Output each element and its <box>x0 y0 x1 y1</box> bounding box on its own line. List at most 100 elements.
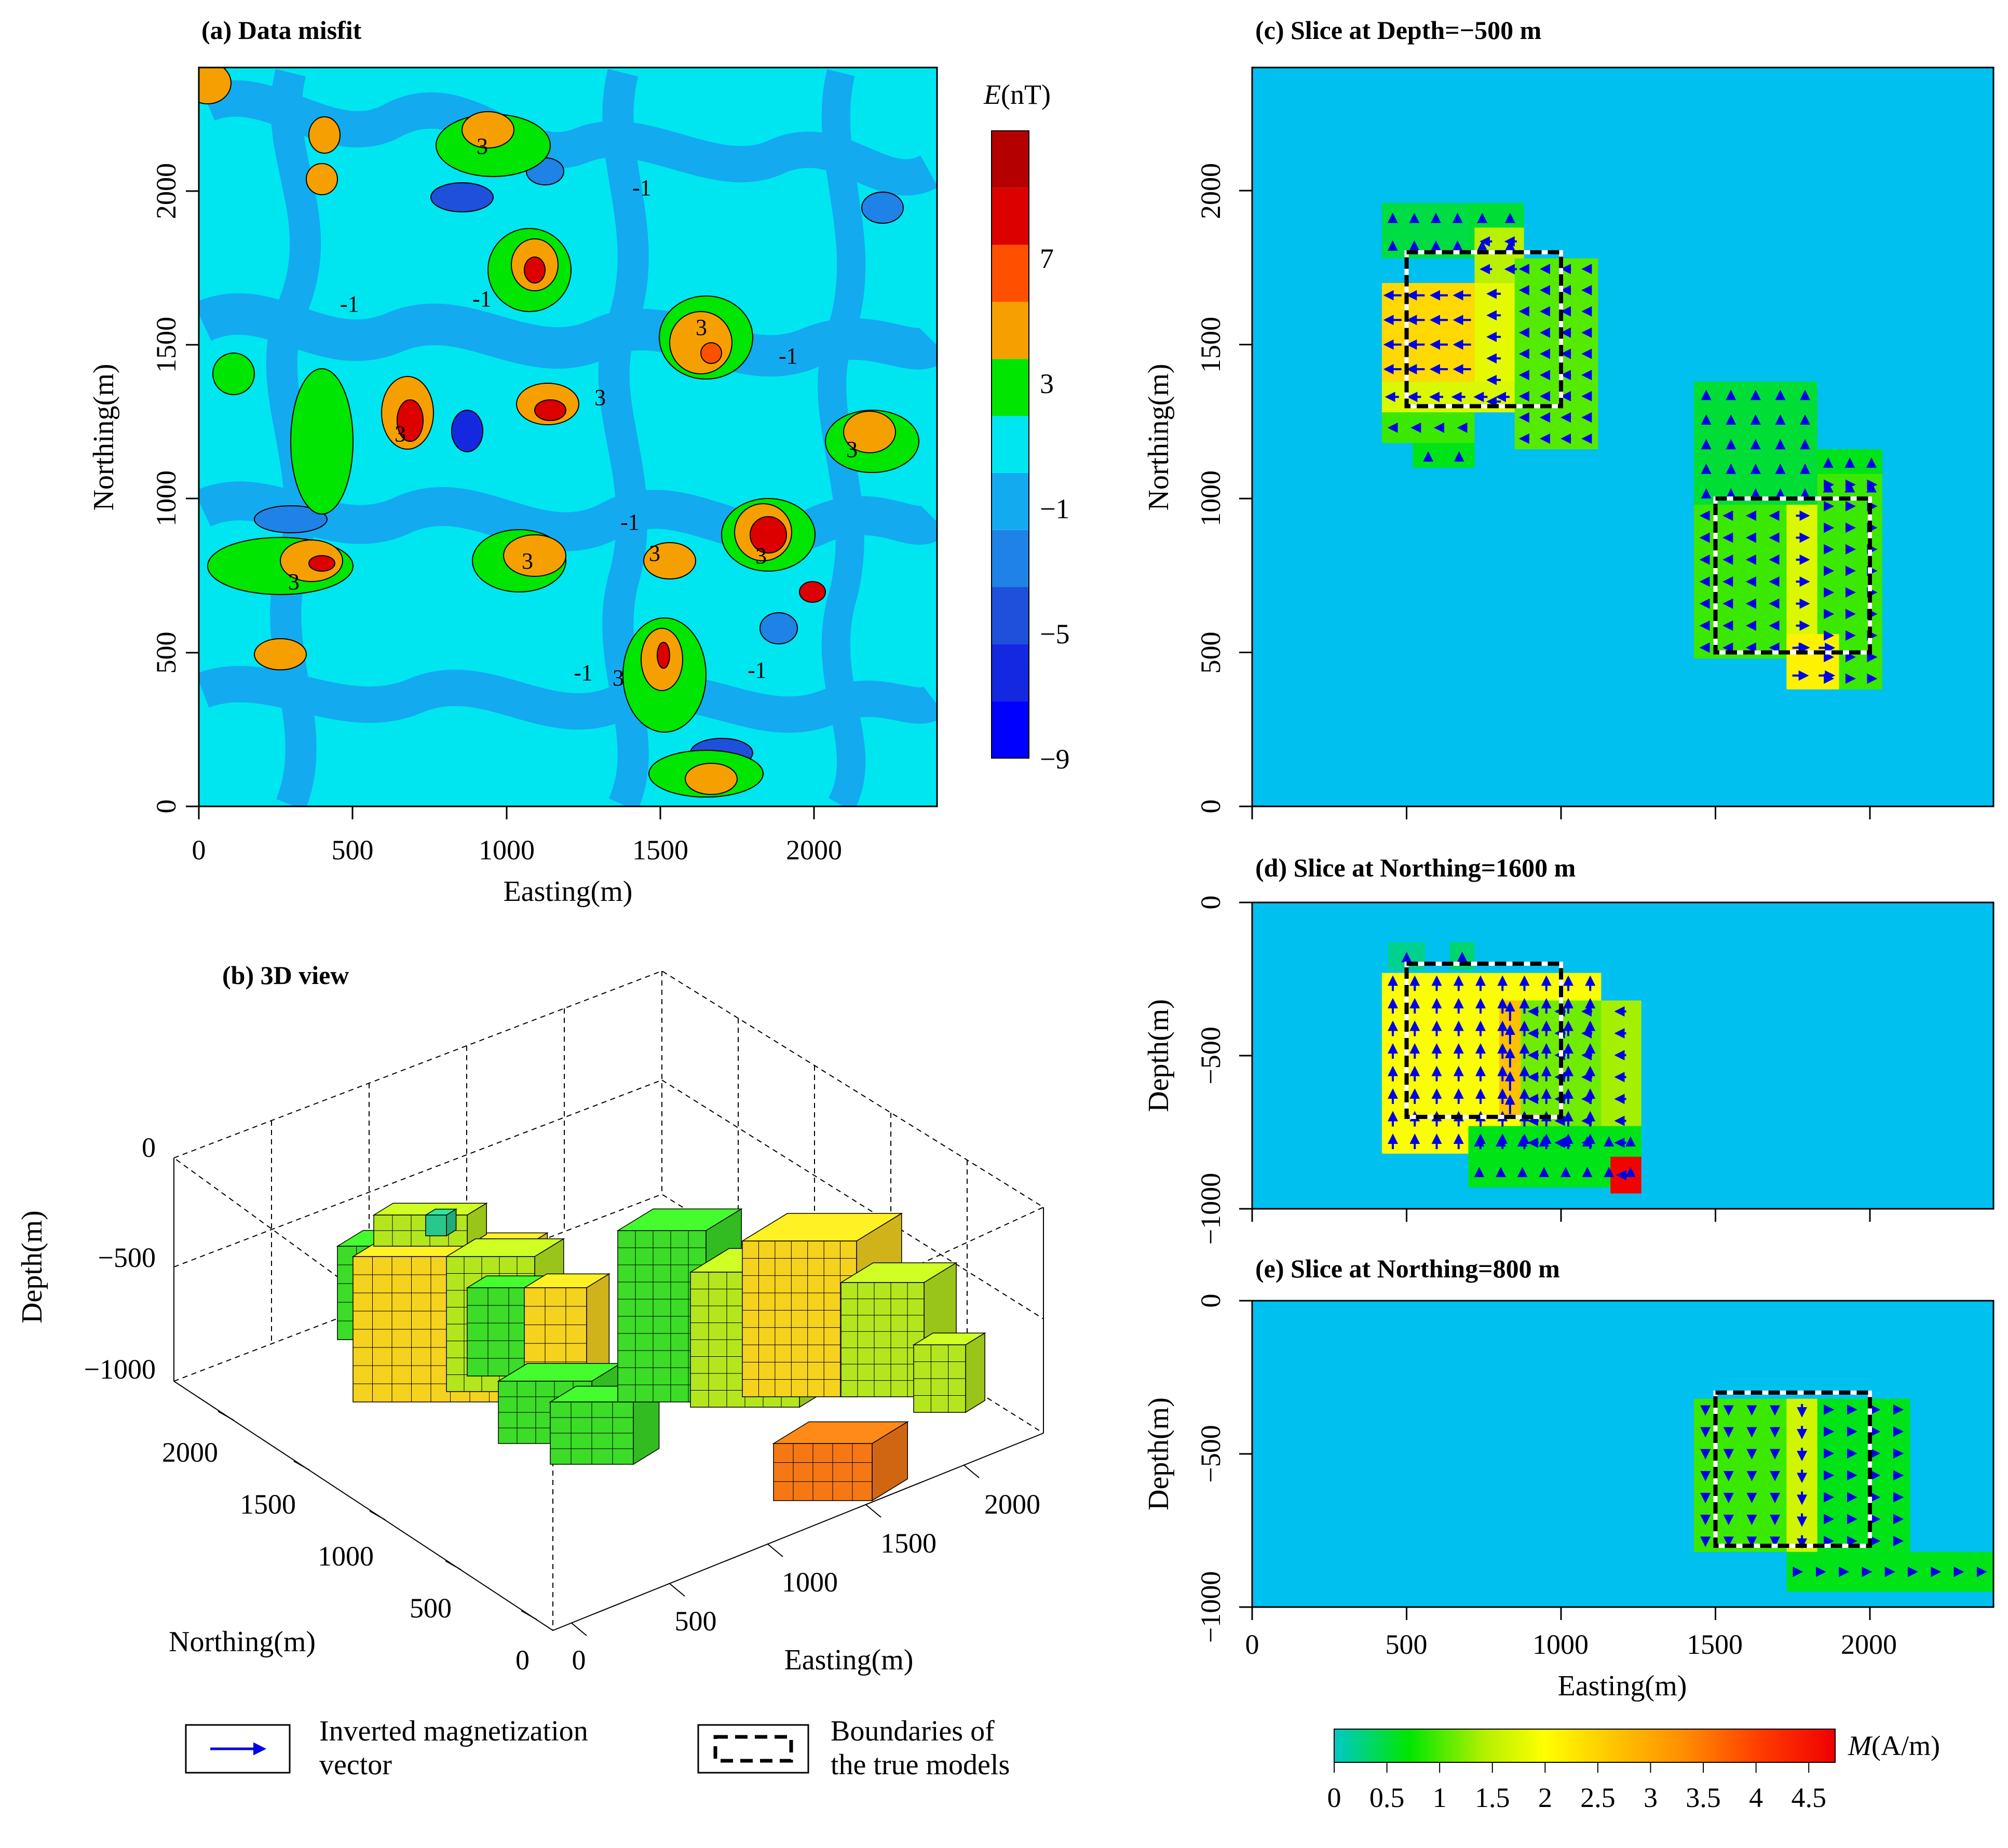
e-tick <box>669 1583 685 1597</box>
n-axis-label: Northing(m) <box>169 1626 316 1658</box>
true-boundary <box>1713 1391 1872 1548</box>
slice-background <box>1252 68 1993 806</box>
voxel-bodies <box>336 1202 986 1502</box>
misfit-high <box>462 111 514 149</box>
voxel-block <box>424 1208 458 1237</box>
x-tick-label: 2000 <box>786 834 842 866</box>
misfit-high <box>212 353 255 395</box>
y-axis-label: Northing(m) <box>88 363 120 510</box>
y-tick-label: 2000 <box>1195 163 1226 219</box>
n-tick-label: 0 <box>515 1644 530 1676</box>
contour-label: 3 <box>288 569 300 595</box>
legend-boundary-label: Boundaries of <box>831 1715 995 1747</box>
m-colorbar-ticks: 0 0.5 1 1.5 2 2.5 3 3.5 4 4.5 <box>1327 1762 1826 1813</box>
panel-b-title: (b) 3D view <box>222 961 349 990</box>
colorbar-segment <box>992 644 1029 702</box>
x-tick-label: 500 <box>1386 1629 1428 1660</box>
y-tick-label: −1000 <box>1195 1173 1226 1245</box>
misfit-high <box>685 763 738 795</box>
x-axis-label: Easting(m) <box>1558 1670 1687 1702</box>
m-colorbar-tick-label: 4.5 <box>1791 1782 1826 1813</box>
colorbar-segment <box>992 245 1029 302</box>
y-tick-label: 0 <box>1195 1294 1226 1308</box>
y-tick-label: 0 <box>1195 800 1226 814</box>
voxel-front <box>773 1443 873 1501</box>
y-tick-label: 0 <box>151 800 182 814</box>
misfit-high <box>199 68 232 104</box>
misfit-colorbar: E(nT) 7 3 −1 −5 −9 <box>983 79 1069 775</box>
contour-label: 3 <box>522 548 533 574</box>
colorbar-tick-label: −5 <box>1040 618 1069 650</box>
colorbar-tick-label: −9 <box>1040 744 1069 775</box>
colorbar-segment <box>992 187 1029 245</box>
colorbar-segment <box>992 359 1029 416</box>
panel-d-title: (d) Slice at Northing=1600 m <box>1255 853 1576 882</box>
y-axis-label: Northing(m) <box>1143 363 1175 510</box>
voxel-block <box>772 1421 909 1502</box>
model-cell <box>1786 633 1839 690</box>
x-tick-label: 0 <box>1245 1629 1259 1660</box>
slice-e-plot <box>1239 1300 1995 1620</box>
panel-a: (a) Data misfit <box>88 16 1069 908</box>
panel-c-yaxis: 0 500 1000 1500 2000 Northing(m) <box>1143 163 1226 814</box>
slice-frame <box>1251 66 1995 807</box>
misfit-high <box>643 542 696 579</box>
m-colorbar-title-unit: (A/m) <box>1871 1730 1940 1761</box>
m-colorbar-tick-label: 3 <box>1644 1782 1658 1813</box>
panel-d: (d) Slice at Northing=1600 m 0 −500 −100… <box>1143 853 1995 1245</box>
y-tick-label: 500 <box>1195 632 1226 674</box>
y-tick-label: 500 <box>151 632 182 674</box>
colorbar-title: E(nT) <box>983 79 1051 110</box>
panel-d-yaxis: 0 −500 −1000 Depth(m) <box>1143 896 1226 1245</box>
voxel-block <box>912 1332 986 1413</box>
colorbar-tick-label: 7 <box>1040 243 1054 274</box>
m-colorbar-tick-label: 0.5 <box>1369 1782 1405 1813</box>
y-tick-label: 0 <box>1195 896 1226 910</box>
magnetization-colorbar: M(A/m) 0 0.5 1 1.5 2 2.5 3 3.5 4 4.5 <box>1327 1729 1940 1813</box>
y-tick-label: −1000 <box>1195 1571 1226 1643</box>
voxel-side <box>965 1332 985 1413</box>
misfit-high <box>750 516 787 554</box>
misfit-high <box>503 534 566 577</box>
misfit-high <box>799 581 826 603</box>
x-tick-label: 2000 <box>1841 1629 1897 1660</box>
contour-label: -1 <box>472 286 492 312</box>
misfit-low <box>861 192 904 224</box>
model-cell <box>1693 1398 1787 1552</box>
n-tick <box>445 1560 462 1570</box>
panel-e: (e) Slice at Northing=800 m 0 −500 −1000… <box>1143 1254 1995 1702</box>
y-tick-label: −500 <box>1195 1425 1226 1482</box>
panel-a-yaxis: 0 500 1000 1500 2000 Northing(m) <box>88 163 199 814</box>
z-tick-label: 0 <box>142 1132 156 1163</box>
misfit-high <box>397 399 424 442</box>
panel-a-title: (a) Data misfit <box>201 16 362 45</box>
e-tick-label: 2000 <box>984 1489 1040 1520</box>
misfit-high <box>308 555 335 572</box>
legend-vector-label: Inverted magnetization <box>319 1715 588 1747</box>
voxel-front <box>742 1240 857 1397</box>
true-boundary <box>1404 962 1563 1119</box>
colorbar-tick-label: 3 <box>1040 368 1054 399</box>
y-tick-label: 1000 <box>1195 470 1226 527</box>
contour-label: -1 <box>779 343 798 369</box>
n-tick <box>293 1461 310 1471</box>
misfit-high <box>843 411 896 453</box>
panel-c: (c) Slice at Depth=−500 m 0 500 1000 150… <box>1143 16 1995 819</box>
legend: Inverted magnetization vector Boundaries… <box>185 1715 1010 1781</box>
contour-label: -1 <box>620 509 640 535</box>
legend-vector-label: vector <box>319 1749 392 1781</box>
panel-b-axes: 0 −500 −1000 Depth(m) 0 500 1000 1500 20… <box>16 1132 1040 1676</box>
misfit-low <box>759 612 798 644</box>
m-colorbar-title: M(A/m) <box>1848 1730 1940 1761</box>
y-tick-label: 1000 <box>151 470 182 527</box>
contour-label: 3 <box>649 541 660 566</box>
n-tick-label: 2000 <box>162 1437 218 1468</box>
panel-c-title: (c) Slice at Depth=−500 m <box>1255 16 1541 45</box>
contour-label: 3 <box>477 133 488 159</box>
misfit-low <box>451 410 483 452</box>
n-tick <box>369 1510 386 1520</box>
x-tick-label: 1000 <box>479 834 535 866</box>
e-tick <box>865 1504 881 1518</box>
misfit-low <box>430 182 494 212</box>
